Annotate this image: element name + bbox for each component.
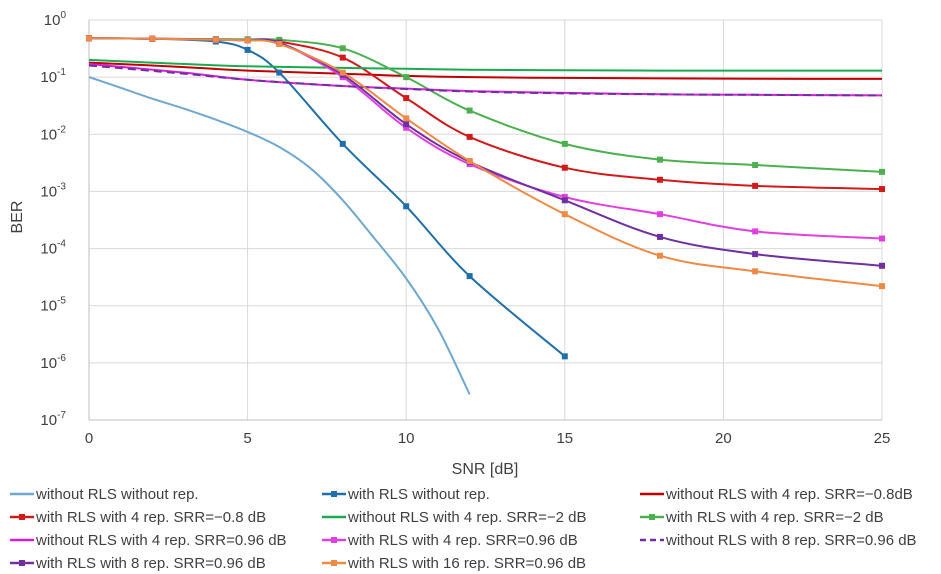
legend-marker (649, 514, 655, 520)
data-point (879, 186, 885, 193)
data-point (339, 54, 346, 61)
legend-label: with RLS with 8 rep. SRR=0.96 dB (35, 555, 266, 572)
data-point (466, 158, 473, 165)
data-point (466, 273, 473, 280)
y-tick-label: 100 (44, 10, 67, 29)
data-point (752, 268, 759, 275)
legend-label: without RLS with 4 rep. SRR=−0.8dB (665, 486, 913, 503)
data-point (339, 140, 346, 147)
series-line (88, 61, 883, 80)
data-point (561, 197, 568, 204)
data-point (244, 46, 251, 53)
y-tick-label: 10-1 (40, 67, 66, 86)
data-point (212, 36, 219, 43)
legend-label: with RLS with 4 rep. SRR=−0.8 dB (35, 509, 266, 526)
legend: without RLS without rep. with RLS without… (10, 486, 917, 572)
series-line (88, 64, 883, 97)
data-point (752, 251, 759, 258)
x-tick-label: 10 (398, 430, 415, 447)
y-tick-label: 10-7 (40, 410, 66, 429)
data-point (276, 69, 283, 76)
data-point (403, 203, 410, 210)
legend-label: without RLS with 4 rep. SRR=0.96 dB (35, 532, 287, 549)
series-line (88, 58, 882, 72)
legend-label: with RLS with 16 rep. SRR=0.96 dB (347, 555, 586, 572)
legend-label: with RLS without rep. (347, 486, 490, 503)
x-tick-label: 20 (715, 430, 732, 447)
data-point (656, 176, 663, 183)
series-lines (88, 37, 883, 395)
data-point (466, 133, 473, 140)
legend-label: without RLS with 4 rep. SRR=−2 dB (347, 509, 586, 526)
data-point (403, 121, 410, 128)
legend-label: without RLS with 8 rep. SRR=0.96 dB (665, 532, 917, 549)
data-point (403, 124, 410, 131)
data-point (879, 235, 885, 242)
data-point (561, 353, 568, 360)
data-point (276, 41, 283, 48)
y-tick-label: 10-2 (40, 124, 66, 143)
data-point (339, 45, 346, 52)
y-axis-title: BER (9, 201, 26, 234)
legend-label: with RLS with 4 rep. SRR=0.96 dB (347, 532, 578, 549)
y-tick-label: 10-5 (40, 296, 66, 315)
y-tick-label: 10-4 (40, 239, 66, 258)
legend-marker (331, 491, 337, 497)
x-tick-label: 0 (85, 430, 93, 447)
legend-marker (19, 514, 25, 520)
data-point (561, 211, 568, 218)
data-point (879, 168, 885, 175)
legend-marker (331, 537, 337, 543)
legend-marker (331, 560, 337, 566)
data-point (656, 156, 663, 163)
legend-label: without RLS without rep. (35, 486, 199, 503)
legend-label: with RLS with 4 rep. SRR=−2 dB (665, 509, 884, 526)
data-point (561, 140, 568, 147)
axes: 100 10-1 10-2 10-3 10-4 10-5 10-6 10-7 0 5 10 15 20 2… (40, 10, 890, 447)
data-point (244, 37, 251, 44)
data-point (656, 211, 663, 218)
data-point (561, 193, 568, 200)
legend-marker (19, 560, 25, 566)
data-point (339, 69, 346, 76)
data-point (149, 35, 156, 42)
series-line (88, 37, 883, 173)
data-point (656, 252, 663, 259)
data-point (752, 162, 759, 169)
data-point (86, 35, 92, 42)
series-line (88, 37, 883, 191)
x-tick-label: 5 (243, 430, 251, 447)
data-point (403, 115, 410, 122)
x-axis-title: SNR [dB] (452, 461, 519, 478)
data-point (656, 233, 663, 240)
series-line (88, 76, 471, 395)
data-point (879, 283, 885, 290)
x-tick-label: 15 (556, 430, 573, 447)
y-tick-label: 10-3 (40, 181, 66, 200)
grid (88, 19, 883, 421)
data-point (752, 228, 759, 235)
series-markers (86, 35, 885, 360)
y-tick-label: 10-6 (40, 353, 66, 372)
data-point (561, 164, 568, 171)
data-point (879, 262, 885, 269)
data-point (403, 74, 410, 81)
data-point (466, 107, 473, 114)
data-point (752, 182, 759, 189)
x-tick-label: 25 (874, 430, 891, 447)
data-point (403, 95, 410, 102)
